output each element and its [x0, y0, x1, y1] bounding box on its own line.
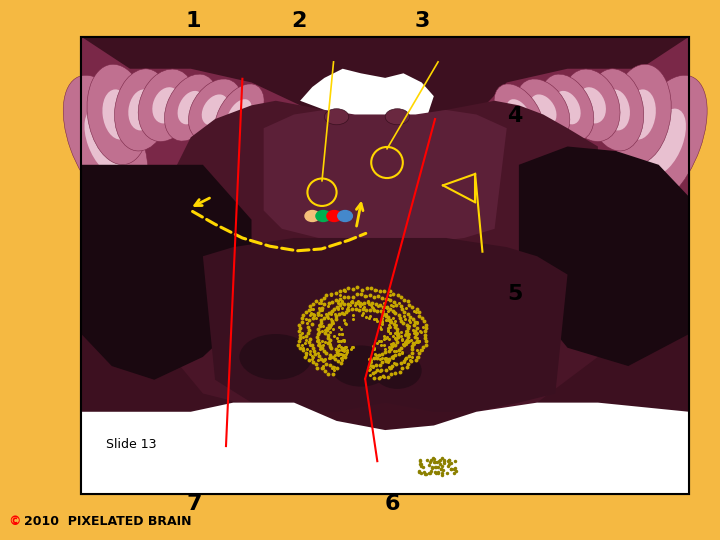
Polygon shape	[519, 146, 689, 366]
Text: 2010  PIXELATED BRAIN: 2010 PIXELATED BRAIN	[24, 515, 192, 528]
Text: 6: 6	[384, 494, 400, 514]
Circle shape	[305, 211, 320, 221]
Ellipse shape	[625, 90, 656, 139]
Bar	[81, 37, 689, 494]
Ellipse shape	[87, 64, 148, 165]
Ellipse shape	[189, 79, 242, 141]
Ellipse shape	[506, 99, 531, 130]
Ellipse shape	[215, 84, 264, 145]
Circle shape	[338, 211, 352, 221]
Ellipse shape	[588, 69, 644, 151]
Ellipse shape	[541, 74, 594, 141]
Polygon shape	[173, 101, 598, 412]
Ellipse shape	[178, 91, 204, 124]
Polygon shape	[203, 238, 567, 412]
Ellipse shape	[530, 94, 557, 125]
Ellipse shape	[516, 79, 570, 141]
Ellipse shape	[128, 90, 156, 131]
Text: 7: 7	[186, 494, 202, 514]
Circle shape	[327, 211, 341, 221]
Ellipse shape	[239, 334, 312, 380]
Text: 3: 3	[415, 10, 431, 31]
Text: 5: 5	[507, 284, 523, 305]
Bar	[81, 37, 689, 494]
Polygon shape	[264, 110, 507, 242]
Polygon shape	[81, 37, 336, 288]
Ellipse shape	[164, 74, 217, 141]
Ellipse shape	[577, 87, 606, 124]
Text: 1: 1	[185, 10, 201, 31]
Ellipse shape	[610, 64, 671, 165]
Text: 4: 4	[507, 106, 523, 126]
Ellipse shape	[102, 90, 133, 139]
Ellipse shape	[373, 352, 422, 389]
Text: Slide 13: Slide 13	[106, 438, 156, 451]
Text: ©: ©	[9, 515, 21, 528]
Ellipse shape	[325, 109, 348, 125]
Ellipse shape	[644, 109, 686, 176]
Ellipse shape	[202, 94, 228, 125]
Bar	[81, 37, 689, 494]
Ellipse shape	[227, 99, 252, 130]
Polygon shape	[477, 37, 689, 274]
Ellipse shape	[63, 75, 148, 208]
Ellipse shape	[114, 69, 170, 151]
Circle shape	[316, 211, 330, 221]
Text: 2: 2	[291, 10, 307, 31]
Ellipse shape	[153, 87, 181, 124]
Polygon shape	[81, 165, 251, 380]
Ellipse shape	[385, 109, 410, 125]
Ellipse shape	[564, 69, 620, 141]
Ellipse shape	[494, 84, 544, 145]
Ellipse shape	[603, 90, 630, 131]
Ellipse shape	[84, 109, 127, 176]
Polygon shape	[81, 403, 689, 494]
Ellipse shape	[622, 75, 707, 208]
Ellipse shape	[138, 69, 194, 141]
Polygon shape	[300, 69, 434, 133]
Ellipse shape	[330, 346, 391, 387]
Ellipse shape	[554, 91, 580, 124]
